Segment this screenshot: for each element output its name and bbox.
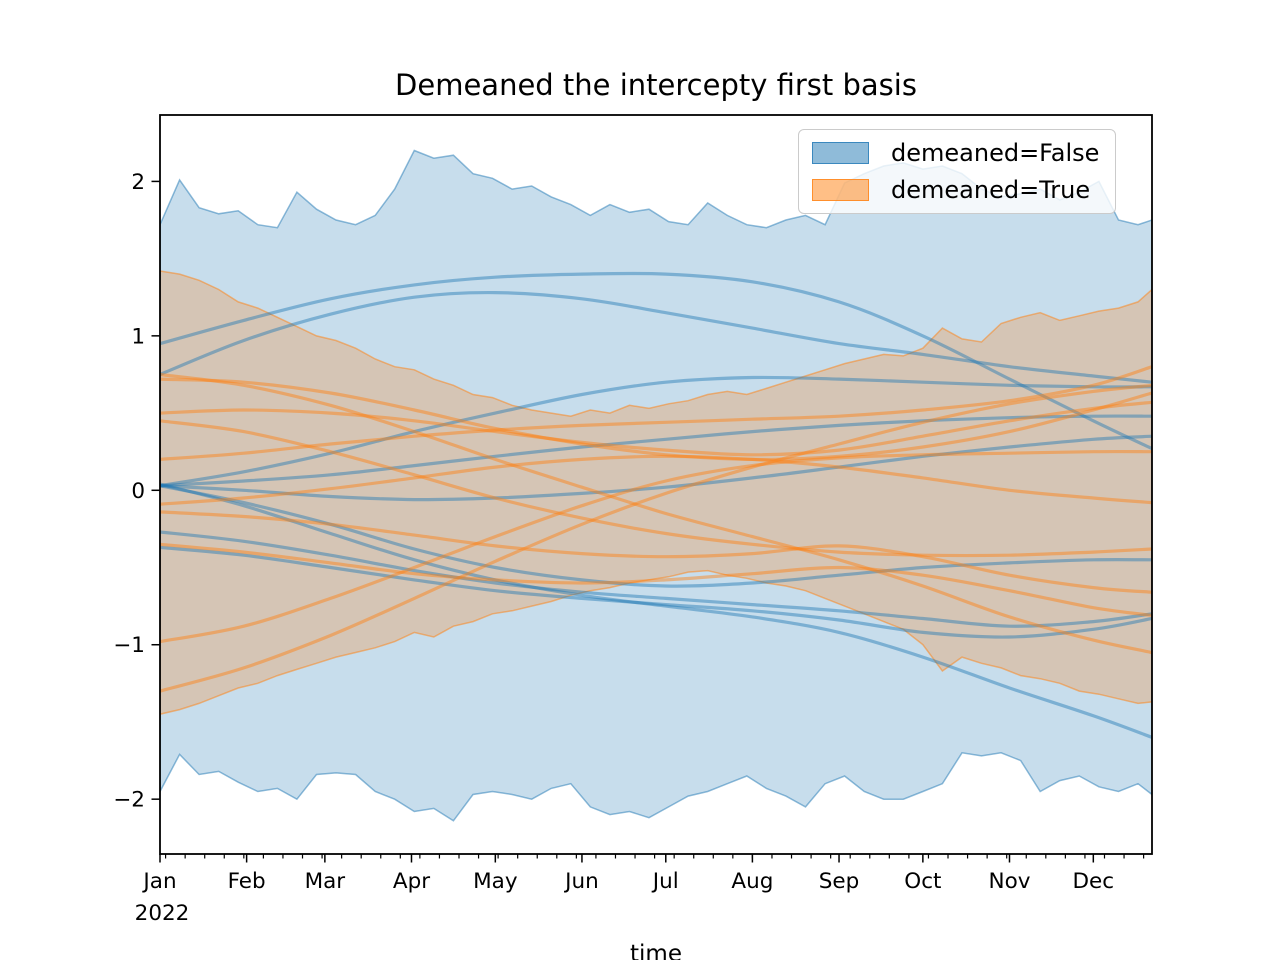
blue-band — [160, 149, 1152, 822]
legend-entry-true: demeaned=True — [812, 176, 1099, 204]
x-tick-label: May — [473, 869, 518, 894]
x-tick-label: Apr — [393, 869, 430, 894]
x-tick-label: Feb — [228, 869, 266, 894]
orange-sample-line-7 — [160, 542, 1152, 617]
plot-area — [160, 149, 1152, 822]
orange-sample-line-9 — [160, 383, 1152, 693]
x-tick-label: Jun — [563, 869, 599, 894]
orange-sample-line-0 — [160, 372, 1152, 655]
y-tick-label: 0 — [131, 479, 145, 504]
blue-sample-line-0 — [160, 271, 1152, 451]
legend-label: demeaned=False — [891, 139, 1100, 167]
chart-title: Demeaned the intercepty first basis — [395, 68, 917, 102]
blue-sample-line-1 — [160, 290, 1152, 384]
y-tick-label: 2 — [131, 170, 145, 195]
orange-sample-line-8 — [160, 449, 1152, 644]
x-tick-label: Aug — [731, 869, 773, 894]
legend-swatch-blue — [812, 142, 869, 164]
y-tick-label: 1 — [131, 324, 145, 349]
x-tick-label: Sep — [819, 869, 860, 894]
blue-sample-line-4 — [160, 434, 1152, 502]
y-tick-label: −2 — [113, 788, 145, 813]
orange-sample-line-5 — [160, 454, 1152, 506]
orange-sample-line-1 — [160, 377, 1152, 462]
y-axis: 2 1 0 −1 −2 — [113, 170, 160, 813]
x-tick-label: Jan — [141, 869, 176, 894]
blue-sample-line-6 — [160, 482, 1152, 739]
blue-sample-line-7 — [160, 530, 1152, 628]
legend-label: demeaned=True — [891, 176, 1091, 204]
blue-sample-line-8 — [160, 545, 1152, 639]
blue-sample-line-3 — [160, 414, 1152, 488]
x-tick-label: Nov — [989, 869, 1031, 894]
y-tick-label: −1 — [113, 633, 145, 658]
blue-sample-line-2 — [160, 375, 1152, 488]
x-tick-label: Mar — [305, 869, 346, 894]
x-axis-title: time — [630, 941, 682, 960]
blue-sample-line-5 — [160, 484, 1152, 588]
legend-entry-false: demeaned=False — [812, 139, 1099, 167]
x-tick-label: Jul — [651, 869, 679, 894]
orange-sample-line-3 — [160, 419, 1152, 558]
legend: demeaned=False demeaned=True — [798, 129, 1117, 214]
x-year-label: 2022 — [135, 901, 190, 926]
x-tick-label: Oct — [904, 869, 941, 894]
orange-band — [160, 270, 1152, 715]
x-axis: Jan Feb Mar Apr May Jun Jul Aug Sep Oct Nov Dec 2022 — [135, 854, 1145, 926]
orange-sample-line-2 — [160, 400, 1152, 457]
x-tick-label: Dec — [1073, 869, 1115, 894]
legend-swatch-orange — [812, 179, 869, 201]
orange-sample-line-6 — [160, 510, 1152, 594]
plot-frame — [159, 114, 1153, 855]
orange-sample-line-4 — [160, 365, 1152, 461]
